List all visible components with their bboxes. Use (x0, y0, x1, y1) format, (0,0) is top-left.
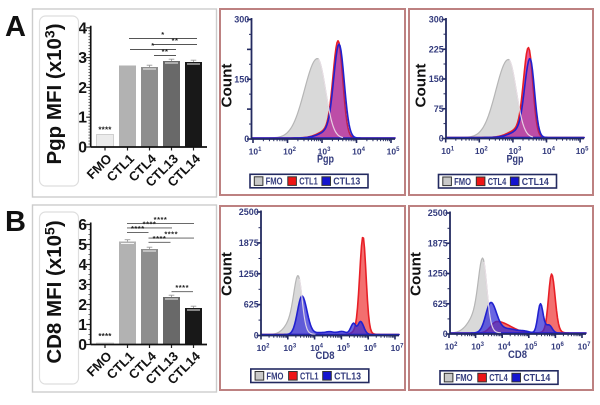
svg-text:****: **** (131, 224, 145, 233)
svg-text:103: 103 (318, 146, 331, 156)
svg-text:FMO: FMO (454, 177, 471, 188)
svg-text:104: 104 (498, 341, 511, 351)
svg-text:3: 3 (78, 277, 87, 294)
svg-text:****: **** (98, 332, 112, 341)
svg-text:102: 102 (283, 146, 296, 156)
svg-text:Pgp MFI (x103): Pgp MFI (x103) (42, 23, 67, 164)
svg-text:104: 104 (352, 146, 365, 156)
svg-text:5: 5 (78, 237, 87, 254)
svg-text:Count: Count (220, 63, 236, 107)
svg-text:105: 105 (576, 146, 589, 156)
svg-text:0: 0 (78, 337, 87, 354)
svg-text:6: 6 (78, 217, 87, 234)
svg-text:104: 104 (542, 146, 555, 156)
svg-text:107: 107 (578, 341, 591, 351)
svg-text:FMO: FMO (456, 373, 473, 384)
svg-text:102: 102 (257, 343, 270, 353)
svg-text:0: 0 (439, 134, 444, 144)
svg-text:****: **** (154, 215, 168, 224)
svg-text:103: 103 (283, 343, 296, 353)
svg-text:****: **** (153, 234, 167, 243)
svg-text:0: 0 (254, 331, 259, 341)
svg-text:150: 150 (234, 74, 249, 84)
svg-text:2500: 2500 (239, 207, 259, 217)
svg-text:FMO: FMO (266, 177, 283, 188)
svg-text:1: 1 (78, 110, 87, 127)
svg-text:2: 2 (78, 80, 87, 97)
svg-text:106: 106 (364, 343, 377, 353)
svg-text:Count: Count (414, 63, 430, 107)
svg-text:4: 4 (78, 20, 87, 37)
svg-text:Count: Count (409, 252, 425, 296)
svg-text:105: 105 (387, 146, 400, 156)
svg-text:****: **** (175, 283, 189, 292)
svg-text:106: 106 (551, 341, 564, 351)
svg-text:CD8: CD8 (316, 350, 335, 362)
svg-text:CTL1: CTL1 (299, 177, 318, 188)
svg-text:300: 300 (429, 15, 444, 25)
svg-text:300: 300 (234, 15, 249, 25)
svg-text:CTL13: CTL13 (333, 177, 360, 188)
svg-text:1: 1 (78, 317, 87, 334)
svg-text:105: 105 (337, 343, 350, 353)
svg-text:102: 102 (445, 341, 458, 351)
svg-text:3: 3 (78, 50, 87, 67)
svg-text:4: 4 (78, 257, 87, 274)
svg-text:103: 103 (471, 341, 484, 351)
svg-text:103: 103 (508, 146, 521, 156)
svg-text:625: 625 (244, 300, 259, 310)
svg-text:*: * (151, 41, 154, 50)
svg-text:CD8: CD8 (508, 349, 527, 361)
svg-text:104: 104 (310, 343, 323, 353)
svg-text:101: 101 (249, 146, 262, 156)
svg-text:B: B (5, 206, 26, 238)
svg-text:2: 2 (78, 297, 87, 314)
svg-text:0: 0 (443, 329, 448, 339)
svg-text:****: **** (164, 230, 178, 239)
svg-text:Count: Count (220, 252, 236, 296)
svg-text:1875: 1875 (428, 238, 448, 248)
svg-text:625: 625 (433, 299, 448, 309)
svg-text:CTL14: CTL14 (522, 177, 549, 188)
svg-text:150: 150 (429, 74, 444, 84)
svg-text:****: **** (143, 219, 157, 228)
svg-text:75: 75 (434, 104, 444, 114)
svg-text:1250: 1250 (239, 269, 259, 279)
svg-text:105: 105 (524, 341, 537, 351)
svg-text:Pgp: Pgp (507, 154, 524, 166)
svg-text:CTL1: CTL1 (300, 371, 319, 382)
svg-text:1250: 1250 (428, 269, 448, 279)
svg-text:CTL14: CTL14 (523, 373, 550, 384)
svg-text:A: A (5, 11, 26, 43)
svg-text:2500: 2500 (428, 208, 448, 218)
svg-text:1875: 1875 (239, 238, 259, 248)
svg-text:****: **** (98, 126, 112, 135)
svg-text:**: ** (162, 47, 169, 56)
svg-text:Pgp: Pgp (317, 154, 334, 166)
svg-text:CD8 MFI (x105): CD8 MFI (x105) (42, 220, 67, 363)
svg-text:101: 101 (441, 146, 454, 156)
svg-text:**: ** (172, 36, 179, 45)
svg-text:107: 107 (391, 343, 404, 353)
svg-text:0: 0 (244, 134, 249, 144)
svg-text:0: 0 (78, 140, 87, 157)
svg-text:225: 225 (429, 44, 444, 54)
svg-text:FMO: FMO (266, 371, 283, 382)
svg-text:*: * (161, 30, 164, 39)
svg-text:CTL13: CTL13 (334, 371, 361, 382)
svg-text:CTL4: CTL4 (488, 177, 507, 188)
svg-text:CTL4: CTL4 (489, 373, 508, 384)
svg-text:102: 102 (475, 146, 488, 156)
